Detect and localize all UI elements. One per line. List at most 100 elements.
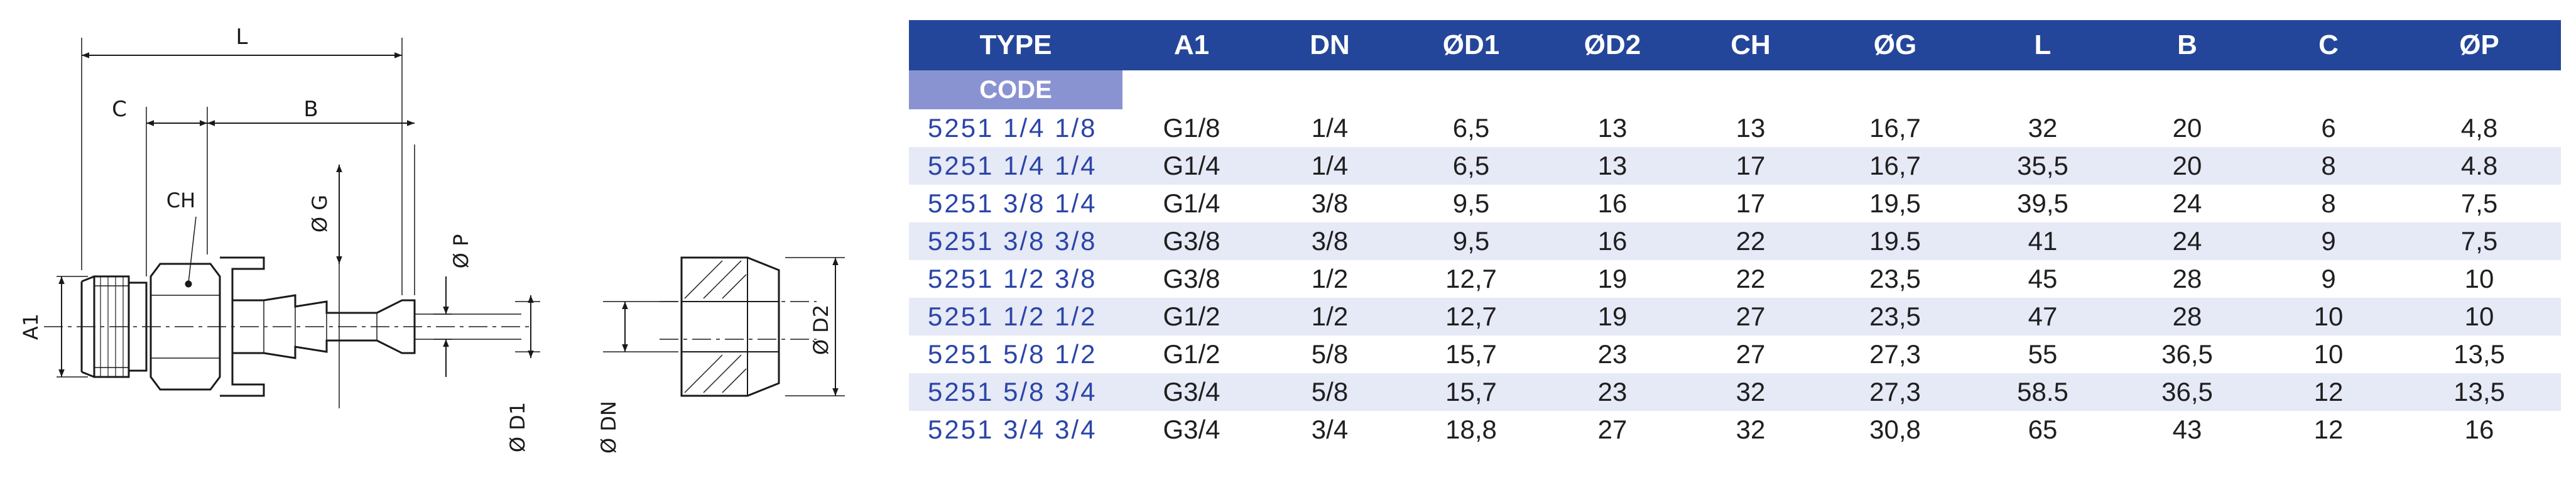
table-cell: 41: [1970, 222, 2115, 260]
table-cell: 20: [2115, 109, 2259, 147]
table-cell: 17: [1682, 185, 1820, 222]
table-cell: G3/8: [1122, 222, 1261, 260]
table-cell: 13: [1543, 147, 1682, 185]
table-row: 5251 5/8 1/2 G1/2 5/8 15,7 23 27 27,3 55 36,5 10 1…: [909, 335, 2561, 373]
table-cell: 16: [1543, 222, 1682, 260]
column-header: ØD2: [1543, 20, 1682, 70]
column-header: DN: [1261, 20, 1399, 70]
column-header: TYPE: [909, 20, 1122, 70]
table-cell: 4.8: [2398, 147, 2561, 185]
table-cell: 36,5: [2115, 373, 2259, 411]
dim-label-L: L: [236, 25, 248, 50]
gasket-labels: Ø DN Ø D2: [597, 305, 833, 454]
table-cell: 23: [1543, 373, 1682, 411]
table-row: 5251 3/8 3/8 G3/8 3/8 9,5 16 22 19.5 41 24 9 7,5: [909, 222, 2561, 260]
code-header-row: CODE: [909, 70, 2561, 109]
table-cell: 55: [1970, 335, 2115, 373]
table-cell: 22: [1682, 260, 1820, 298]
table-cell: 10: [2398, 260, 2561, 298]
product-code: 5251 5/8 3/4: [909, 373, 1122, 411]
fitting-side-view: [44, 38, 540, 408]
table-cell: 23: [1543, 335, 1682, 373]
table-row: 5251 3/4 3/4 G3/4 3/4 18,8 27 32 30,8 65 43 12 16: [909, 411, 2561, 449]
product-code: 5251 1/2 3/8: [909, 260, 1122, 298]
table-cell: 7,5: [2398, 222, 2561, 260]
table-cell: 16: [1543, 185, 1682, 222]
table-cell: 1/2: [1261, 298, 1399, 335]
table-row: 5251 3/8 1/4 G1/4 3/8 9,5 16 17 19,5 39,5 24 8 7,5: [909, 185, 2561, 222]
table-cell: 9,5: [1399, 185, 1543, 222]
table-cell: 3/8: [1261, 185, 1399, 222]
table-header-row: TYPE A1 DN ØD1 ØD2 CH ØG L B C ØP: [909, 20, 2561, 70]
table-cell: 19: [1543, 260, 1682, 298]
dim-label-CH: CH: [166, 188, 195, 212]
product-code: 5251 1/4 1/4: [909, 147, 1122, 185]
table-cell: 27,3: [1820, 373, 1970, 411]
column-header: ØP: [2398, 20, 2561, 70]
table-cell: 27: [1682, 335, 1820, 373]
table-cell: 16,7: [1820, 109, 1970, 147]
dim-label-P: Ø P: [449, 234, 473, 269]
table-cell: 18,8: [1399, 411, 1543, 449]
table-cell: 32: [1682, 373, 1820, 411]
table-cell: 8: [2259, 185, 2398, 222]
table-cell: 20: [2115, 147, 2259, 185]
table-cell: 23,5: [1820, 298, 1970, 335]
table-row: 5251 1/4 1/4 G1/4 1/4 6,5 13 17 16,7 35,5 20 8 4.8: [909, 147, 2561, 185]
table-cell: 19: [1543, 298, 1682, 335]
table-cell: G1/4: [1122, 147, 1261, 185]
dim-label-D1: Ø D1: [506, 402, 530, 452]
table-cell: 10: [2259, 298, 2398, 335]
product-code: 5251 1/2 1/2: [909, 298, 1122, 335]
table-cell: 30,8: [1820, 411, 1970, 449]
table-row: 5251 1/2 3/8 G3/8 1/2 12,7 19 22 23,5 45 28 9 10: [909, 260, 2561, 298]
product-code: 5251 5/8 1/2: [909, 335, 1122, 373]
table-cell: 32: [1682, 411, 1820, 449]
table-cell: 36,5: [2115, 335, 2259, 373]
table-cell: 35,5: [1970, 147, 2115, 185]
table-cell: 27: [1682, 298, 1820, 335]
table-cell: 43: [2115, 411, 2259, 449]
table-cell: G1/4: [1122, 185, 1261, 222]
table-cell: G3/4: [1122, 373, 1261, 411]
table-cell: 8: [2259, 147, 2398, 185]
table-cell: 22: [1682, 222, 1820, 260]
dimension-table: TYPE A1 DN ØD1 ØD2 CH ØG L B C ØP CODE 5251 1/4 1/…: [909, 20, 2561, 449]
table-cell: 1/2: [1261, 260, 1399, 298]
dim-label-B: B: [303, 97, 318, 122]
table-cell: 27,3: [1820, 335, 1970, 373]
table-row: 5251 1/4 1/8 G1/8 1/4 6,5 13 13 16,7 32 20 6 4,8: [909, 109, 2561, 147]
table-cell: 19,5: [1820, 185, 1970, 222]
table-cell: 7,5: [2398, 185, 2561, 222]
code-column-header: CODE: [909, 70, 1122, 109]
column-header: ØD1: [1399, 20, 1543, 70]
table-cell: 1/4: [1261, 109, 1399, 147]
table-cell: 12: [2259, 411, 2398, 449]
table-cell: 4,8: [2398, 109, 2561, 147]
table-cell: 3/4: [1261, 411, 1399, 449]
gasket-section-view: [603, 256, 845, 397]
table-cell: 65: [1970, 411, 2115, 449]
dim-label-C: C: [112, 97, 127, 122]
table-cell: 13: [1543, 109, 1682, 147]
table-cell: 3/8: [1261, 222, 1399, 260]
table-cell: 12,7: [1399, 260, 1543, 298]
product-code: 5251 3/8 1/4: [909, 185, 1122, 222]
table-cell: 13: [1682, 109, 1820, 147]
table-cell: 16: [2398, 411, 2561, 449]
table-cell: 24: [2115, 185, 2259, 222]
table-cell: 17: [1682, 147, 1820, 185]
table-row: 5251 1/2 1/2 G1/2 1/2 12,7 19 27 23,5 47 28 10 10: [909, 298, 2561, 335]
column-header: C: [2259, 20, 2398, 70]
drawing-labels: L C B CH Ø G Ø P A1 Ø D1: [19, 25, 530, 452]
table-cell: 6: [2259, 109, 2398, 147]
table-cell: G1/2: [1122, 335, 1261, 373]
column-header: ØG: [1820, 20, 1970, 70]
table-cell: 9: [2259, 222, 2398, 260]
table-row: 5251 5/8 3/4 G3/4 5/8 15,7 23 32 27,3 58.5 36,5 1…: [909, 373, 2561, 411]
dim-label-DN: Ø DN: [597, 401, 621, 454]
table-cell: G1/8: [1122, 109, 1261, 147]
table-cell: 32: [1970, 109, 2115, 147]
table-cell: 5/8: [1261, 373, 1399, 411]
table-cell: 28: [2115, 298, 2259, 335]
